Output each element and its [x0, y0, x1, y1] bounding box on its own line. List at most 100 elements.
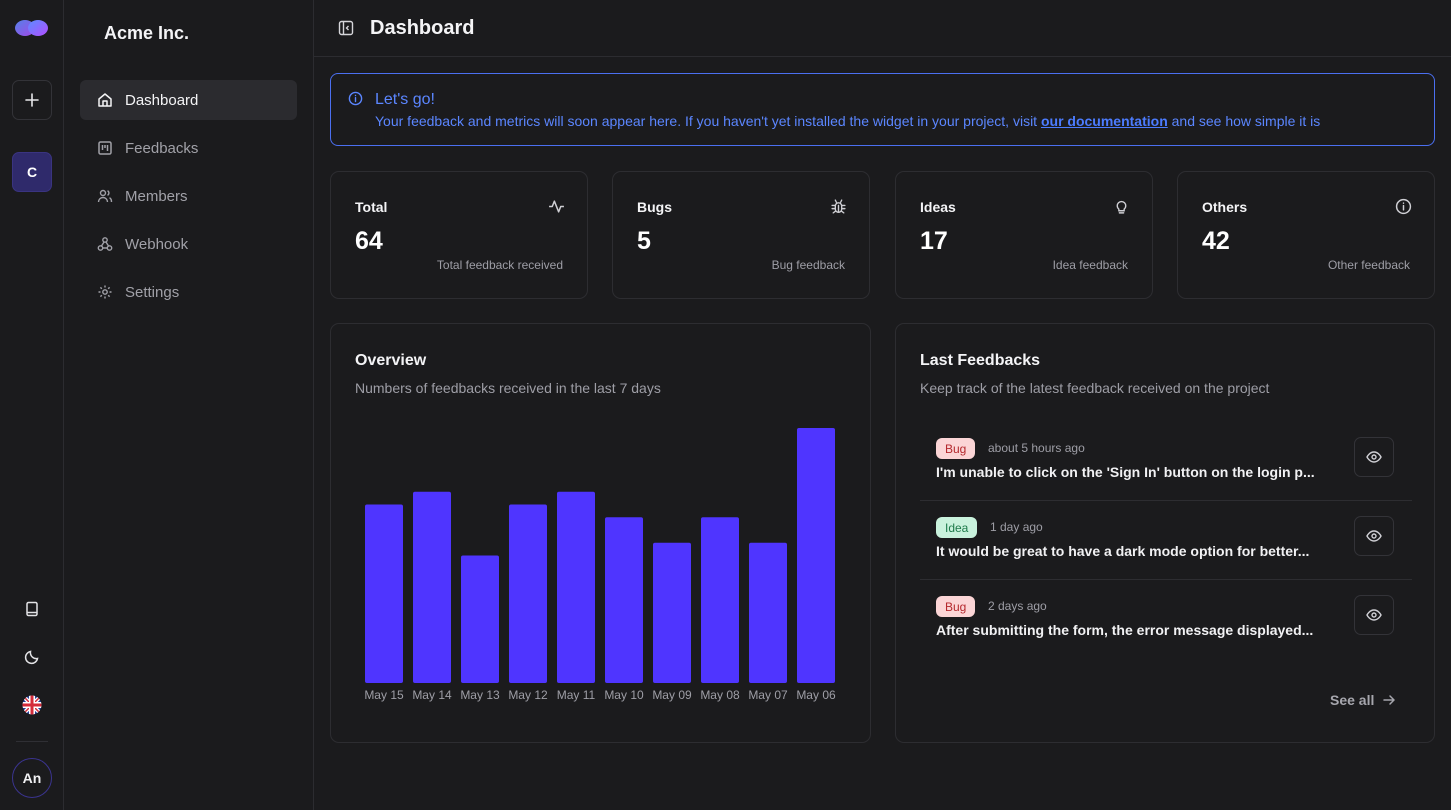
chart-bar	[461, 555, 499, 683]
gear-icon	[96, 284, 113, 301]
overview-bar-chart: May 15 May 14 May 13 May 12 May 11 May 10 May …	[364, 428, 836, 702]
chart-x-tick-label: May 10	[604, 688, 644, 702]
sidebar-item-label: Members	[125, 187, 188, 205]
see-all-link[interactable]: See all	[1330, 692, 1396, 708]
chart-x-tick-label: May 07	[748, 688, 788, 702]
stat-value: 17	[920, 227, 948, 255]
alert-text-after: and see how simple it is	[1167, 113, 1321, 129]
sidebar-item-dashboard[interactable]: Dashboard	[80, 80, 297, 120]
stat-card-bugs: Bugs 5 Bug feedback	[612, 171, 870, 299]
last-feedbacks-subtitle: Keep track of the latest feedback receiv…	[920, 380, 1270, 396]
stat-subtitle: Bug feedback	[771, 258, 845, 272]
theme-toggle-button[interactable]	[16, 641, 48, 673]
chart-bar	[509, 504, 547, 683]
view-feedback-button[interactable]	[1354, 595, 1394, 635]
chart-bar	[701, 517, 739, 683]
stat-value: 5	[637, 227, 651, 255]
sidebar-item-members[interactable]: Members	[80, 176, 297, 216]
sidebar-item-feedbacks[interactable]: Feedbacks	[80, 128, 297, 168]
stat-card-total: Total 64 Total feedback received	[330, 171, 588, 299]
sidebar-item-label: Webhook	[125, 235, 189, 253]
chart-x-tick-label: May 15	[364, 688, 404, 702]
arrow-right-icon	[1382, 693, 1396, 707]
feedback-text: I'm unable to click on the 'Sign In' but…	[936, 464, 1315, 480]
chart-bar	[365, 504, 403, 683]
rail-divider	[16, 741, 48, 742]
chart-bar	[749, 542, 787, 683]
chart-bar	[653, 542, 691, 683]
sidebar-item-label: Feedbacks	[125, 139, 199, 157]
sidebar-item-label: Settings	[125, 283, 180, 301]
logo-icon[interactable]	[14, 16, 50, 40]
view-feedback-button[interactable]	[1354, 437, 1394, 477]
header: Dashboard	[314, 0, 1451, 57]
stat-subtitle: Idea feedback	[1052, 258, 1128, 272]
avatar-initials: An	[22, 770, 42, 786]
stat-value: 42	[1202, 227, 1230, 255]
feedback-time: 2 days ago	[988, 599, 1047, 613]
see-all-label: See all	[1330, 692, 1375, 708]
moon-icon	[24, 650, 39, 665]
chart-x-tick-label: May 14	[412, 688, 452, 702]
eye-icon	[1366, 609, 1382, 621]
docs-button[interactable]	[16, 593, 48, 625]
feedback-text: It would be great to have a dark mode op…	[936, 543, 1310, 559]
feedback-item[interactable]: Bug 2 days ago After submitting the form…	[920, 580, 1412, 659]
chart-x-tick-label: May 09	[652, 688, 692, 702]
chart-x-tick-label: May 08	[700, 688, 740, 702]
org-name[interactable]: Acme Inc.	[104, 23, 190, 43]
feedback-type-badge: Idea	[936, 517, 978, 538]
feedback-time: 1 day ago	[990, 520, 1043, 534]
stat-value: 64	[355, 227, 383, 255]
chart-bar	[605, 517, 643, 683]
alert-description: Your feedback and metrics will soon appe…	[375, 113, 1320, 129]
stat-card-others: Others 42 Other feedback	[1177, 171, 1435, 299]
view-feedback-button[interactable]	[1354, 516, 1394, 556]
project-switch-button[interactable]: C	[12, 152, 52, 192]
overview-title: Overview	[355, 352, 427, 369]
app-rail: C An	[0, 0, 64, 810]
language-button[interactable]	[16, 689, 48, 721]
chart-x-tick-label: May 06	[796, 688, 836, 702]
webhook-icon	[96, 236, 113, 253]
stat-label: Others	[1202, 199, 1248, 215]
chart-bar	[797, 428, 835, 683]
lightbulb-icon	[1116, 200, 1127, 214]
feedback-text: After submitting the form, the error mes…	[936, 622, 1314, 638]
book-icon	[26, 601, 38, 617]
stat-subtitle: Other feedback	[1327, 258, 1410, 272]
sidebar-toggle-icon[interactable]	[338, 20, 354, 36]
chart-bar	[413, 491, 451, 683]
add-project-button[interactable]	[12, 80, 52, 120]
feedback-type-badge: Bug	[936, 438, 976, 459]
chart-bar	[557, 491, 595, 683]
stat-subtitle: Total feedback received	[436, 258, 563, 272]
feedback-time: about 5 hours ago	[988, 441, 1085, 455]
sidebar-item-webhook[interactable]: Webhook	[80, 224, 297, 264]
feedback-type-badge: Bug	[936, 596, 976, 617]
plus-icon	[25, 93, 39, 107]
kanban-icon	[96, 140, 113, 157]
documentation-link[interactable]: our documentation	[1040, 113, 1168, 129]
users-icon	[96, 188, 113, 205]
chart-x-tick-label: May 11	[557, 688, 596, 702]
feedback-item[interactable]: Bug about 5 hours ago I'm unable to clic…	[920, 422, 1412, 501]
project-initial: C	[26, 164, 38, 180]
chart-x-tick-label: May 13	[460, 688, 500, 702]
eye-icon	[1366, 530, 1382, 542]
sidebar: Acme Inc. Dashboard Feedbacks Members We…	[64, 0, 314, 810]
info-alert: Let's go! Your feedback and metrics will…	[330, 73, 1435, 146]
alert-title: Let's go!	[375, 91, 435, 108]
sidebar-item-settings[interactable]: Settings	[80, 272, 297, 312]
last-feedbacks-card: Last Feedbacks Keep track of the latest …	[895, 323, 1435, 743]
bug-icon	[831, 199, 846, 214]
activity-icon	[549, 200, 564, 213]
home-icon	[96, 92, 113, 109]
stat-label: Bugs	[637, 199, 672, 215]
feedback-item[interactable]: Idea 1 day ago It would be great to have…	[920, 501, 1412, 580]
eye-icon	[1366, 451, 1382, 463]
alert-text-before: Your feedback and metrics will soon appe…	[375, 113, 1041, 129]
avatar[interactable]: An	[12, 758, 52, 798]
overview-card: Overview Numbers of feedbacks received i…	[330, 323, 871, 743]
last-feedbacks-title: Last Feedbacks	[920, 352, 1041, 369]
